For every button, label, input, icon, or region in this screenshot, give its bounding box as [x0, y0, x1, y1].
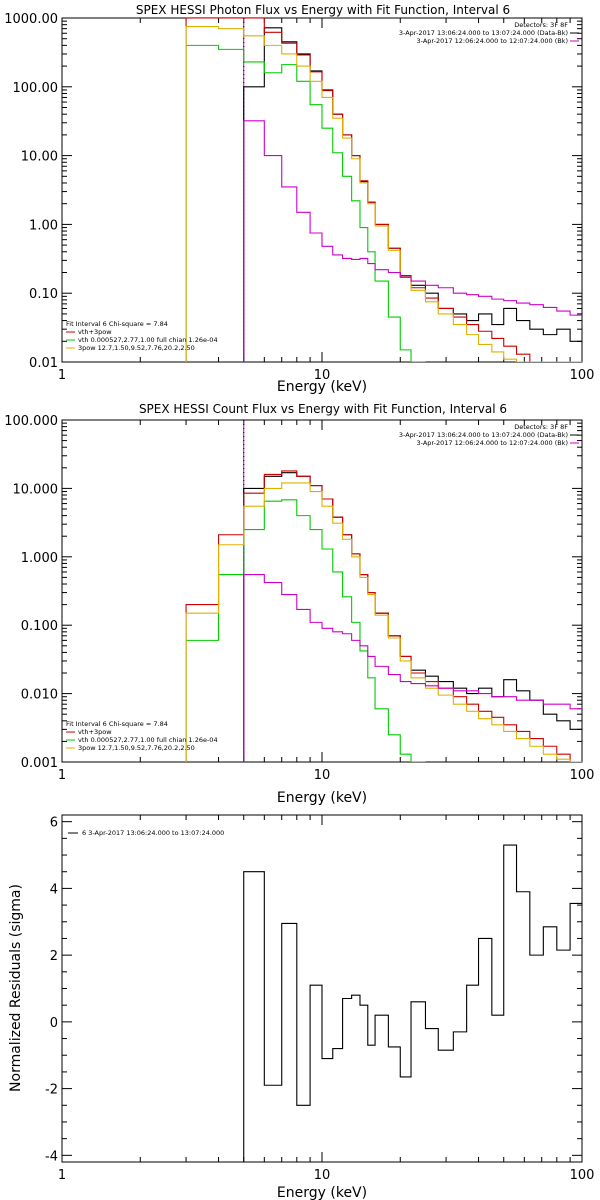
- x-tick-label: 100: [570, 768, 595, 783]
- residuals-panel: 1 10 100 -4 -2 0 2 4 6 Energy (keV) Normalized R…: [8, 814, 594, 1200]
- legend-entry: 3-Apr-2017 13:06:24.000 to 13:07:24.000 …: [399, 431, 568, 439]
- x-axis-label: Energy (keV): [277, 379, 367, 395]
- series-group: [185, 470, 582, 762]
- series-group: [243, 844, 582, 1162]
- axis-ticks: 1 10 100 -4 -2 0 2 4 6: [45, 815, 594, 1183]
- x-axis-label: Energy (keV): [277, 1185, 367, 1200]
- series-line-1: [185, 18, 582, 362]
- count-flux-panel: SPEX HESSI Count Flux vs Energy with Fit…: [4, 402, 594, 806]
- y-tick-label: 1.000: [21, 551, 58, 566]
- legend-entry: 3-Apr-2017 12:06:24.000 to 12:07:24.000 …: [417, 439, 568, 447]
- legend-entry: 3pow 12.7,1.50,9.52,7.76,20.2,2.50: [78, 344, 195, 352]
- legend-entry: 3-Apr-2017 13:06:24.000 to 13:07:24.000 …: [399, 29, 568, 37]
- x-tick-label: 1: [58, 768, 66, 783]
- photon-flux-panel: SPEX HESSI Photon Flux vs Energy with Fi…: [4, 3, 594, 395]
- legend-entry: Fit Interval 6 Chi-square = 7.84: [66, 320, 168, 328]
- y-tick-label: 10.00: [21, 150, 58, 165]
- legend-entry: vth 0.000527,2.77,1.00 full chian 1.26e-…: [78, 336, 218, 344]
- legend-entry: Detectors: 3F 8F: [514, 423, 568, 431]
- y-tick-label: 100.00: [13, 81, 59, 96]
- legend-top-left: 6 3-Apr-2017 13:06:24.000 to 13:07:24.00…: [68, 829, 224, 837]
- y-tick-label: 10.000: [13, 482, 59, 497]
- legend-bottom-left: Fit Interval 6 Chi-square = 7.84vth+3pow…: [66, 720, 218, 752]
- y-tick-label: -4: [45, 1149, 58, 1164]
- x-tick-label: 10: [314, 768, 331, 783]
- y-tick-label: 1000.00: [4, 12, 58, 27]
- legend-entry: Detectors: 3F 8F: [514, 21, 568, 29]
- series-line-3: [185, 26, 582, 362]
- series-line-0: [243, 844, 582, 1162]
- series-line-4: [243, 120, 582, 362]
- x-tick-label: 10: [314, 1168, 331, 1183]
- y-tick-label: 0.100: [21, 619, 58, 634]
- y-tick-label: 4: [50, 882, 58, 897]
- legend-entry: 3-Apr-2017 12:06:24.000 to 12:07:24.000 …: [417, 37, 568, 45]
- legend-entry: 3pow 12.7,1.50,9.52,7.76,20.2,2.50: [78, 744, 195, 752]
- x-tick-label: 1: [58, 368, 66, 383]
- x-tick-label: 1: [58, 1168, 66, 1183]
- legend-entry: vth+3pow: [78, 728, 112, 736]
- series-line-0: [243, 472, 582, 762]
- chart-title: SPEX HESSI Count Flux vs Energy with Fit…: [139, 402, 507, 416]
- axis-ticks: 1 10 100 0.001 0.010 0.100 1.000 10.000 100.000: [4, 414, 594, 783]
- y-tick-label: 0: [50, 1016, 58, 1031]
- legend-entry: Fit Interval 6 Chi-square = 7.84: [66, 720, 168, 728]
- x-tick-label: 100: [570, 368, 595, 383]
- legend-entry: 6 3-Apr-2017 13:06:24.000 to 13:07:24.00…: [82, 829, 224, 837]
- y-tick-label: 0.001: [21, 756, 58, 771]
- series-line-2: [185, 499, 426, 762]
- legend-top-right: Detectors: 3F 8F3-Apr-2017 13:06:24.000 …: [399, 423, 579, 447]
- series-line-2: [185, 44, 426, 362]
- series-group: [185, 18, 582, 362]
- y-tick-label: 2: [50, 949, 58, 964]
- series-line-4: [243, 574, 582, 762]
- axis-ticks: 1 10 100 0.01 0.10 1.00 10.00 100.00 1000.00: [4, 12, 594, 383]
- legend-entry: vth+3pow: [78, 328, 112, 336]
- x-axis-label: Energy (keV): [277, 790, 367, 806]
- plot-frame: [61, 419, 583, 763]
- y-tick-label: 0.10: [29, 287, 58, 302]
- y-tick-label: 6: [50, 816, 58, 831]
- y-axis-label: Normalized Residuals (sigma): [8, 884, 24, 1092]
- y-tick-label: 100.000: [4, 414, 58, 429]
- y-tick-label: 0.01: [29, 356, 58, 371]
- y-tick-label: 1.00: [29, 218, 58, 233]
- series-line-3: [185, 482, 582, 762]
- y-tick-label: -2: [45, 1083, 58, 1098]
- legend-bottom-left: Fit Interval 6 Chi-square = 7.84vth+3pow…: [66, 320, 218, 352]
- chart-title: SPEX HESSI Photon Flux vs Energy with Fi…: [136, 3, 510, 17]
- x-tick-label: 100: [570, 1168, 595, 1183]
- series-line-1: [185, 470, 582, 762]
- legend-entry: vth 0.000527,2.77,1.00 full chian 1.26e-…: [78, 736, 218, 744]
- x-tick-label: 10: [314, 368, 331, 383]
- y-tick-label: 0.010: [21, 688, 58, 703]
- legend-top-right: Detectors: 3F 8F3-Apr-2017 13:06:24.000 …: [399, 21, 579, 45]
- series-line-0: [243, 27, 582, 362]
